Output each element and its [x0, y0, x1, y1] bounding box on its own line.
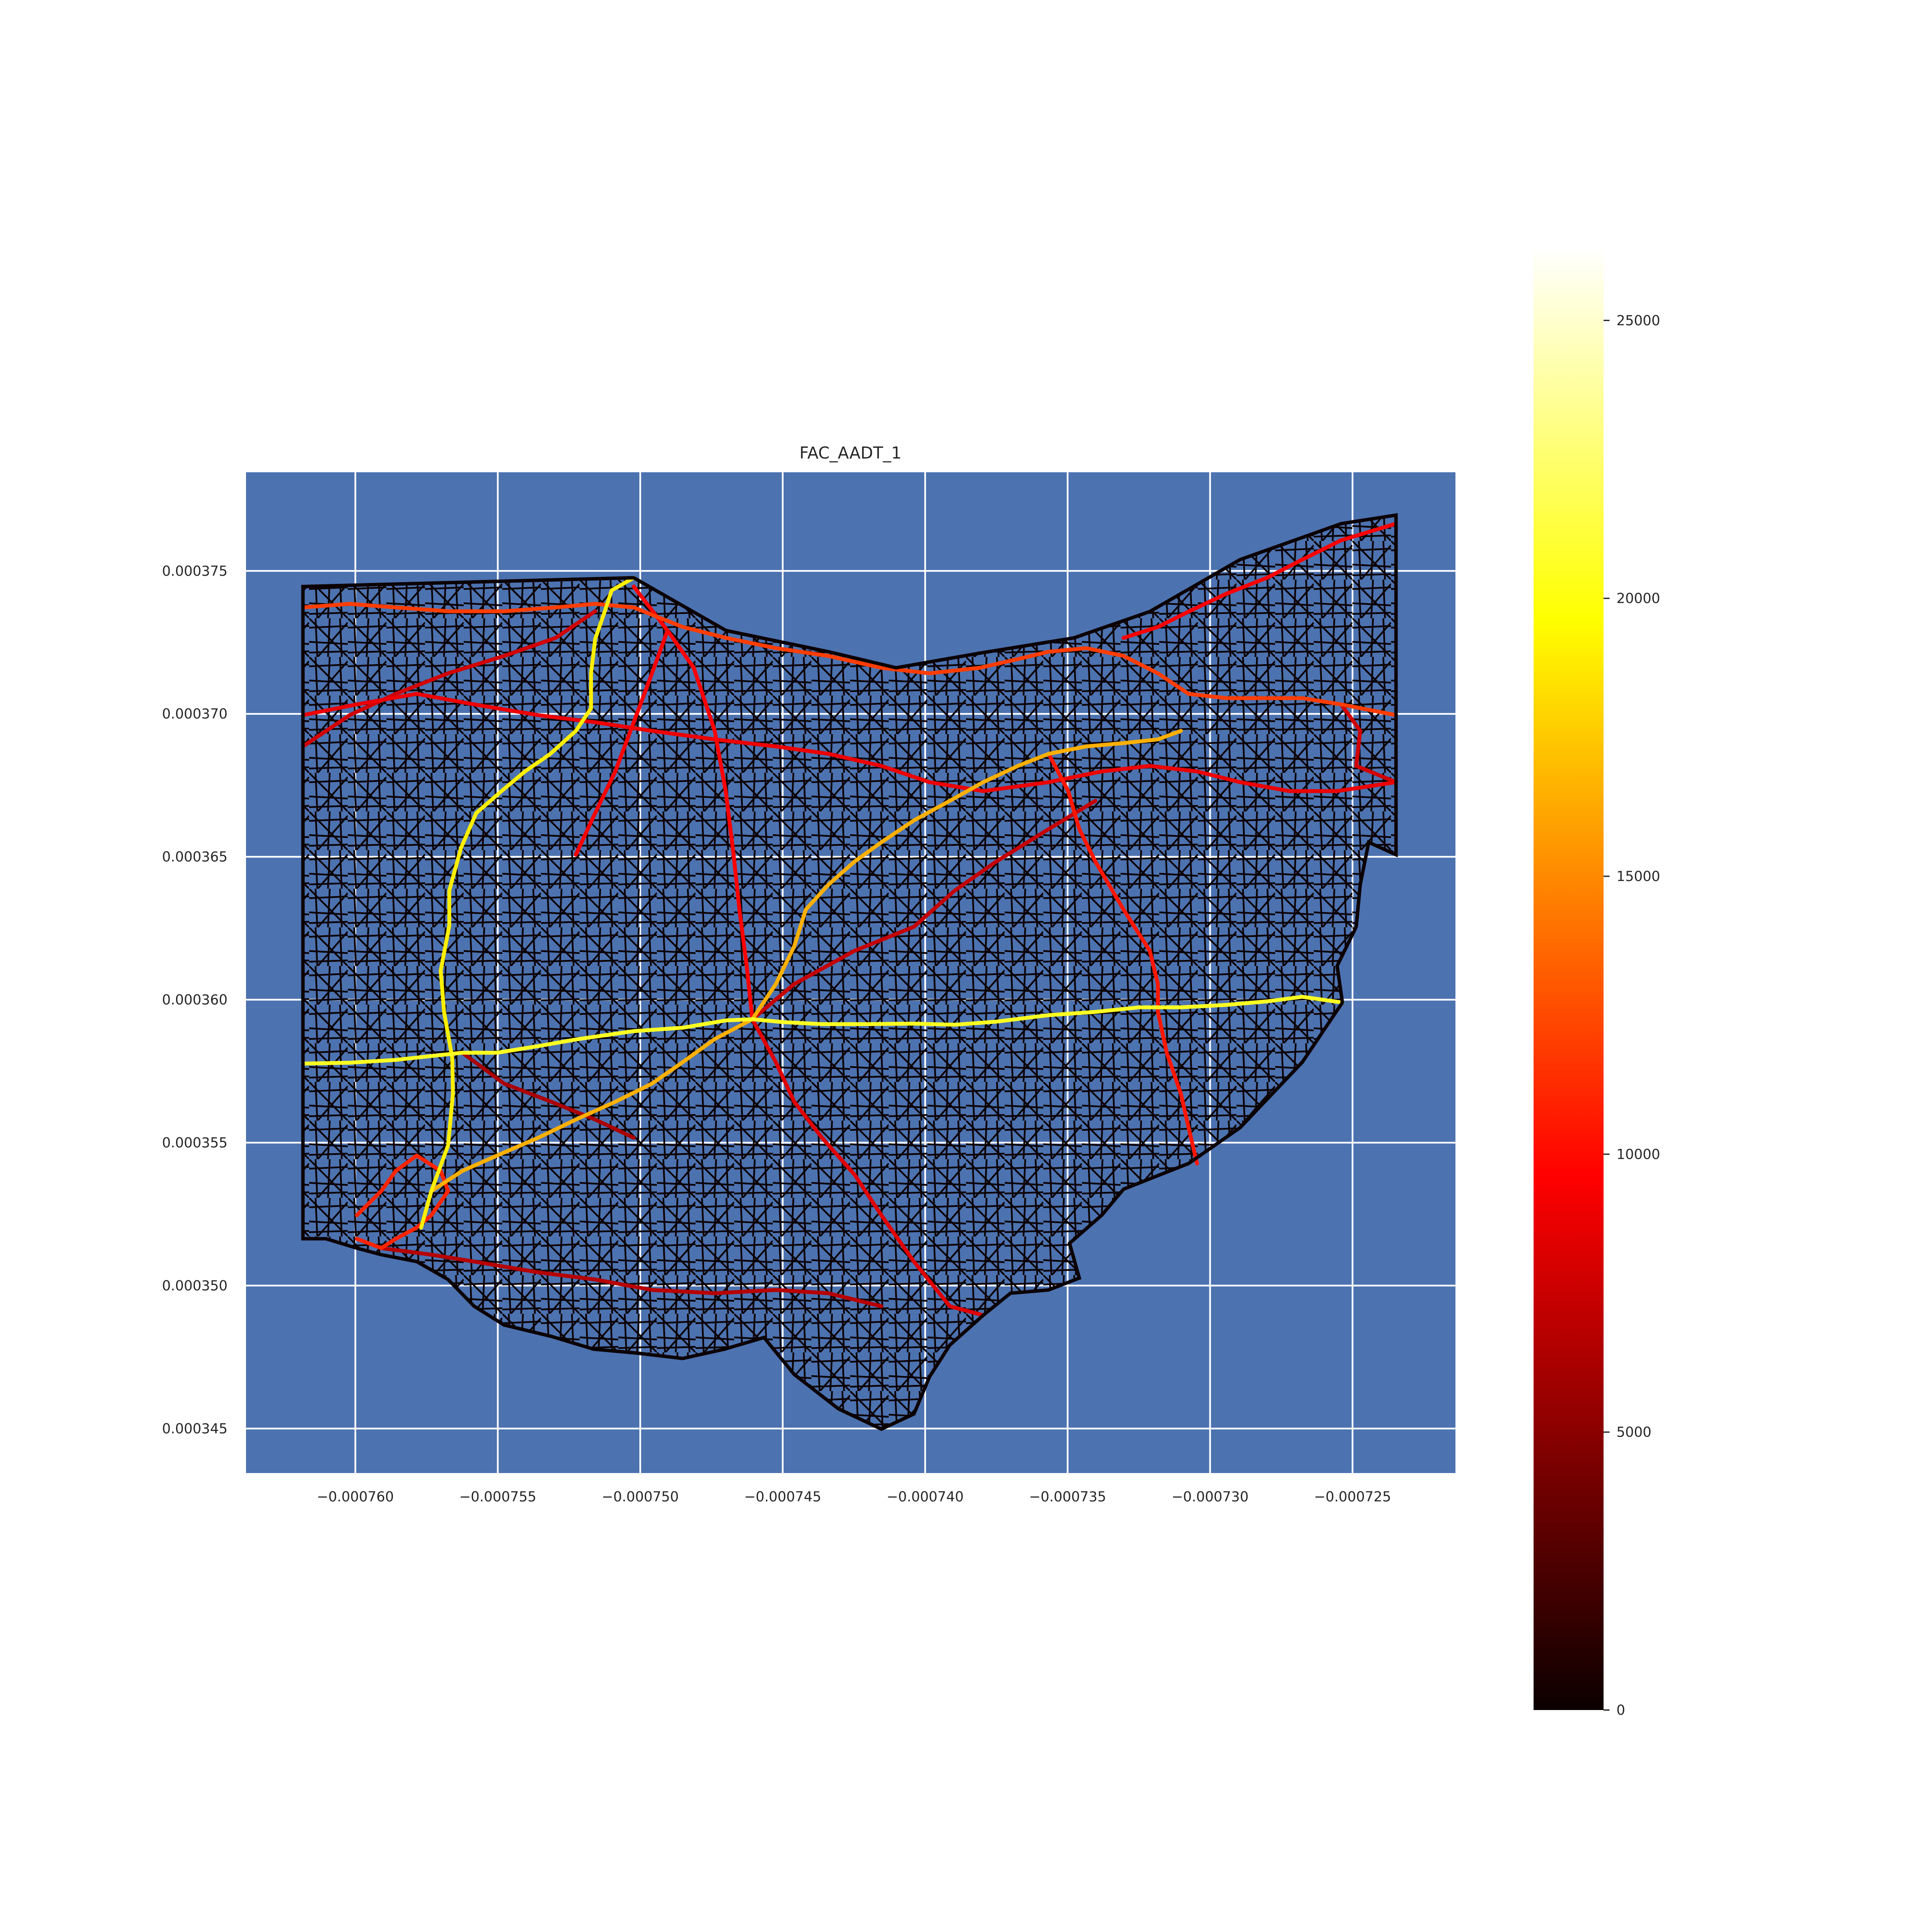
road-us-33 — [750, 1017, 985, 1317]
y-tick-label: 0.000370 — [162, 706, 228, 722]
y-tick-label: 0.000350 — [162, 1277, 228, 1294]
y-axis: 0.000375 0.000370 0.000365 0.000360 0.000355… — [162, 563, 228, 1437]
colorbar-tick-label: 5000 — [1616, 1424, 1651, 1440]
y-tick-label: 0.000355 — [162, 1134, 228, 1151]
colorbar — [1534, 248, 1604, 1710]
y-tick-label: 0.000345 — [162, 1420, 228, 1437]
road-sr-2 — [574, 629, 670, 857]
chart-title: FAC_AADT_1 — [799, 444, 902, 462]
road-i-75 — [419, 576, 636, 1230]
y-tick-label: 0.000365 — [162, 849, 228, 865]
colorbar-axis: 0 5000 10000 15000 20000 25000 — [1604, 312, 1660, 1718]
road-us-50 — [379, 1246, 884, 1308]
road-us-24 — [301, 609, 597, 748]
road-us-30 — [301, 692, 1398, 793]
x-axis: −0.000760 −0.000755 −0.000750 −0.000745 −0.0… — [317, 1488, 1391, 1505]
x-tick-label: −0.000735 — [1029, 1488, 1106, 1505]
x-tick-label: −0.000740 — [887, 1488, 964, 1505]
road-i-77 — [1047, 752, 1199, 1166]
state-outline — [301, 513, 1398, 1431]
road-us-23-n — [632, 584, 754, 1021]
x-tick-label: −0.000745 — [744, 1488, 821, 1505]
road-i-680 — [1339, 702, 1398, 784]
x-tick-label: −0.000725 — [1314, 1488, 1391, 1505]
y-tick-label: 0.000375 — [162, 563, 228, 579]
road-i-71 — [429, 729, 1183, 1193]
road-i-70 — [301, 995, 1345, 1066]
colorbar-tick-label: 10000 — [1616, 1146, 1660, 1162]
colorbar-tick-label: 20000 — [1616, 590, 1660, 607]
x-tick-label: −0.000730 — [1172, 1488, 1249, 1505]
roads-layer — [301, 522, 1398, 1317]
road-us-42 — [750, 799, 1097, 1021]
road-us-35 — [460, 1051, 636, 1140]
road-i-90-ne — [1121, 522, 1398, 640]
x-tick-label: −0.000750 — [602, 1488, 679, 1505]
road-i-275 — [355, 1153, 450, 1250]
colorbar-tick-label: 25000 — [1616, 312, 1660, 328]
x-tick-label: −0.000755 — [459, 1488, 537, 1505]
colorbar-tick-label: 15000 — [1616, 868, 1660, 884]
x-tick-label: −0.000760 — [317, 1488, 394, 1505]
y-tick-label: 0.000360 — [162, 992, 228, 1008]
road-i-80-90 — [301, 602, 1398, 717]
colorbar-tick-label: 0 — [1616, 1702, 1625, 1718]
